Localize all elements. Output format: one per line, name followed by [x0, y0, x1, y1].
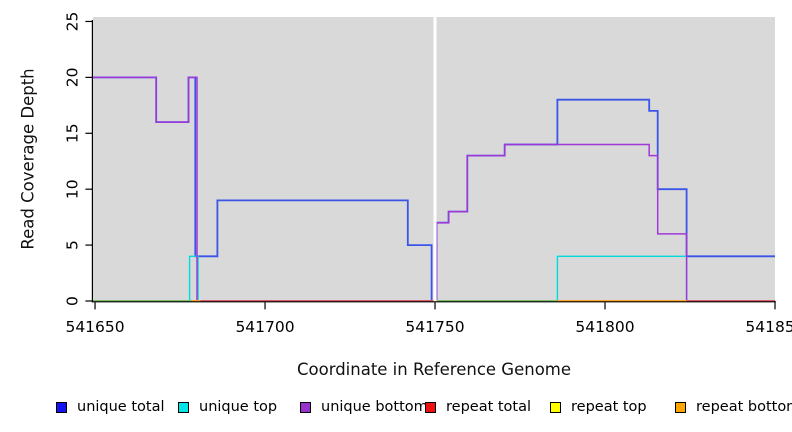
y-tick-label: 10 — [64, 179, 82, 199]
y-tick-label: 15 — [64, 123, 82, 143]
legend-swatch — [675, 401, 686, 413]
legend-swatch — [300, 401, 311, 413]
legend-item-repeat-total: repeat total — [425, 398, 531, 416]
legend-label: unique top — [199, 399, 278, 415]
legend-item-repeat-bottom: repeat bottom — [675, 398, 792, 416]
chart-legend: unique total unique top unique bottom repea… — [0, 398, 792, 420]
legend-label: repeat top — [571, 399, 647, 415]
legend-swatch — [550, 401, 561, 413]
white-gap-band — [433, 17, 437, 303]
legend-item-unique-total: unique total — [56, 398, 165, 416]
x-tick-label: 541700 — [235, 318, 294, 336]
legend-label: unique total — [77, 399, 165, 415]
legend-label: repeat bottom — [696, 399, 792, 415]
legend-item-repeat-top: repeat top — [550, 398, 647, 416]
x-axis-title: Coordinate in Reference Genome — [297, 360, 571, 379]
x-tick-label: 541800 — [575, 318, 634, 336]
y-tick-label: 25 — [64, 12, 82, 32]
x-tick-label: 541650 — [65, 318, 124, 336]
x-tick-label: 541750 — [405, 318, 464, 336]
legend-label: unique bottom — [321, 399, 428, 415]
legend-swatch — [425, 401, 436, 413]
y-axis-title: Read Coverage Depth — [19, 68, 38, 249]
series-unique-bottom — [93, 76, 775, 302]
legend-item-unique-top: unique top — [178, 398, 277, 416]
legend-label: repeat total — [446, 399, 532, 415]
legend-item-unique-bottom: unique bottom — [300, 398, 428, 416]
y-tick-label: 20 — [64, 68, 82, 88]
legend-swatch — [178, 401, 189, 413]
y-tick-label: 5 — [64, 240, 82, 250]
y-tick-label: 0 — [64, 296, 82, 306]
legend-swatch — [56, 401, 67, 413]
